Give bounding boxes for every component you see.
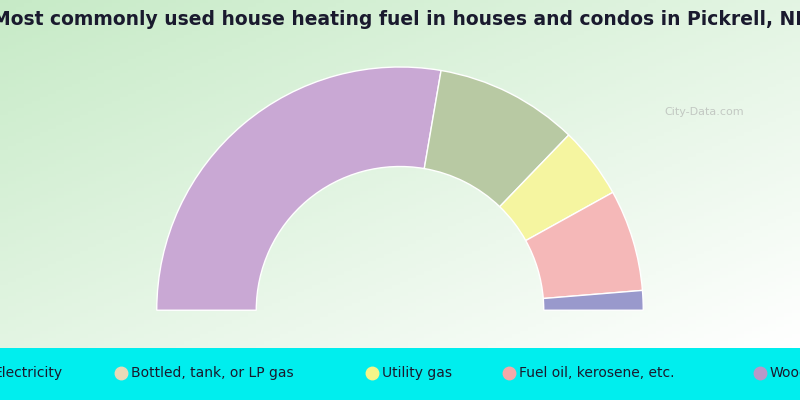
- Wedge shape: [157, 67, 441, 310]
- Wedge shape: [543, 290, 643, 310]
- Text: Fuel oil, kerosene, etc.: Fuel oil, kerosene, etc.: [519, 366, 674, 380]
- Text: Wood: Wood: [770, 366, 800, 380]
- Text: Utility gas: Utility gas: [382, 366, 452, 380]
- Wedge shape: [424, 70, 569, 207]
- Text: Electricity: Electricity: [0, 366, 63, 380]
- Wedge shape: [500, 135, 613, 241]
- Wedge shape: [526, 192, 642, 298]
- Text: City-Data.com: City-Data.com: [664, 107, 744, 117]
- Text: Most commonly used house heating fuel in houses and condos in Pickrell, NE: Most commonly used house heating fuel in…: [0, 10, 800, 29]
- Text: Bottled, tank, or LP gas: Bottled, tank, or LP gas: [130, 366, 294, 380]
